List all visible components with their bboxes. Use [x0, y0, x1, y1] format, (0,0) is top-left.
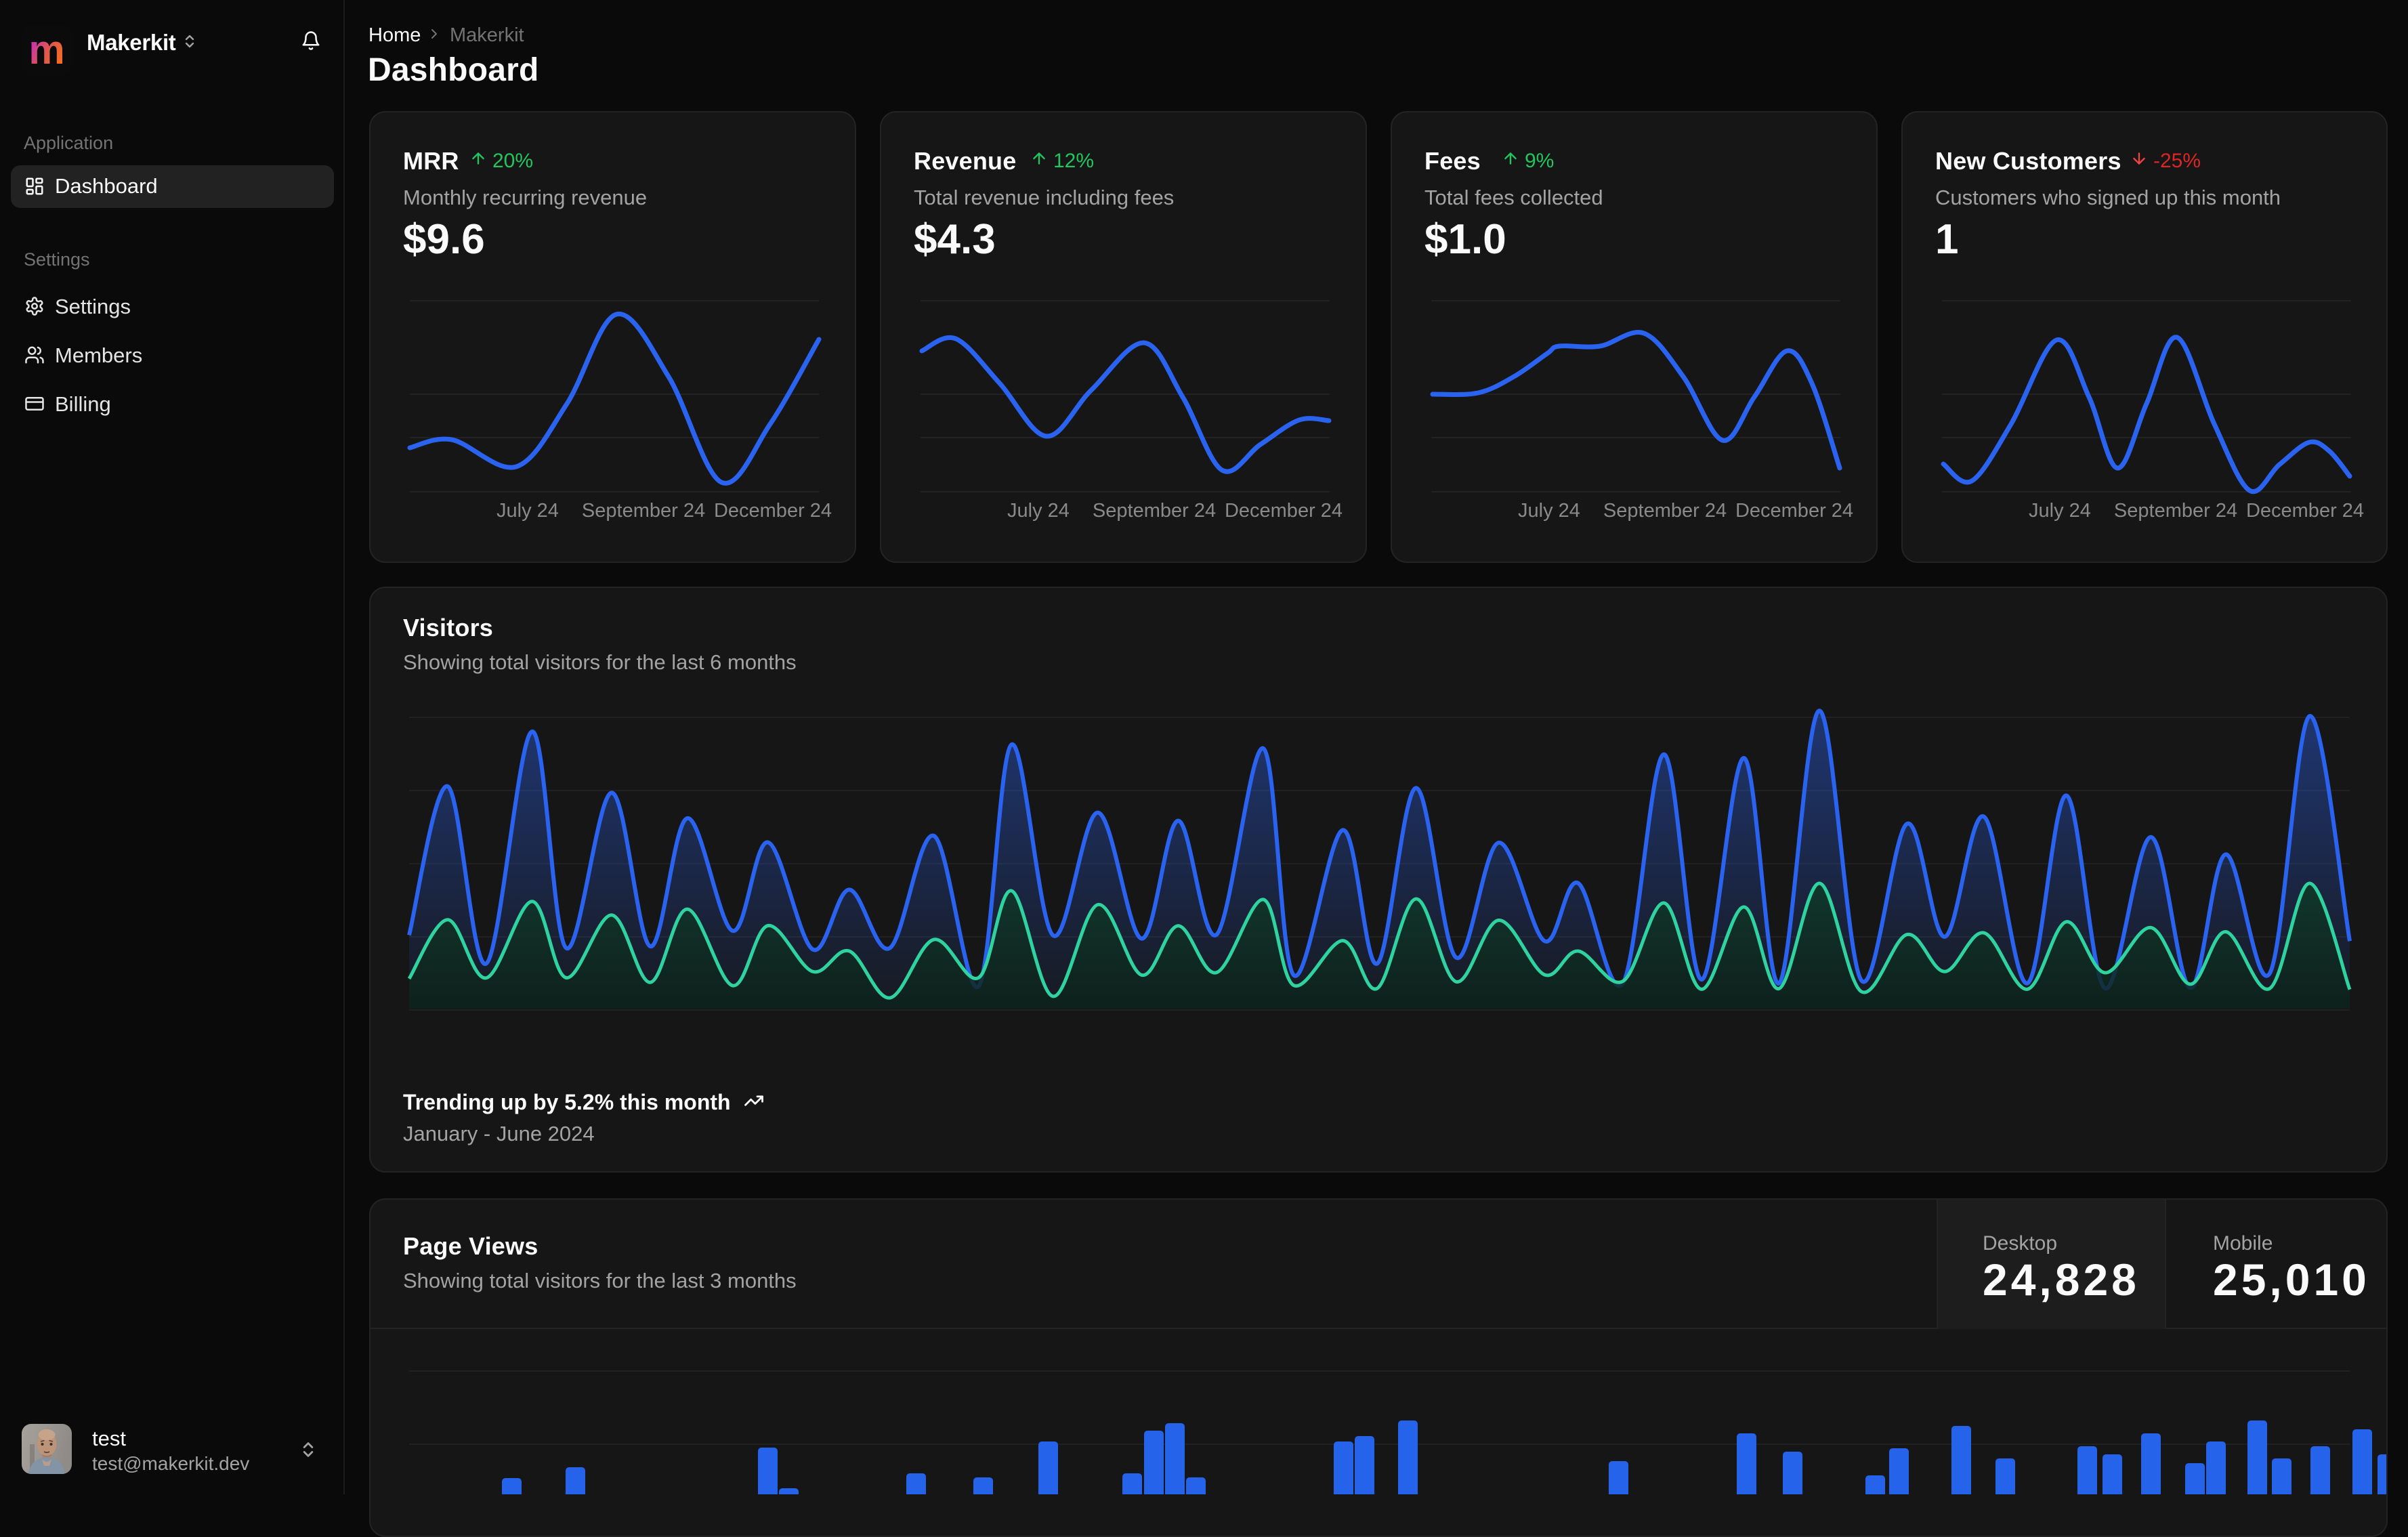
- svg-text:m: m: [28, 27, 64, 72]
